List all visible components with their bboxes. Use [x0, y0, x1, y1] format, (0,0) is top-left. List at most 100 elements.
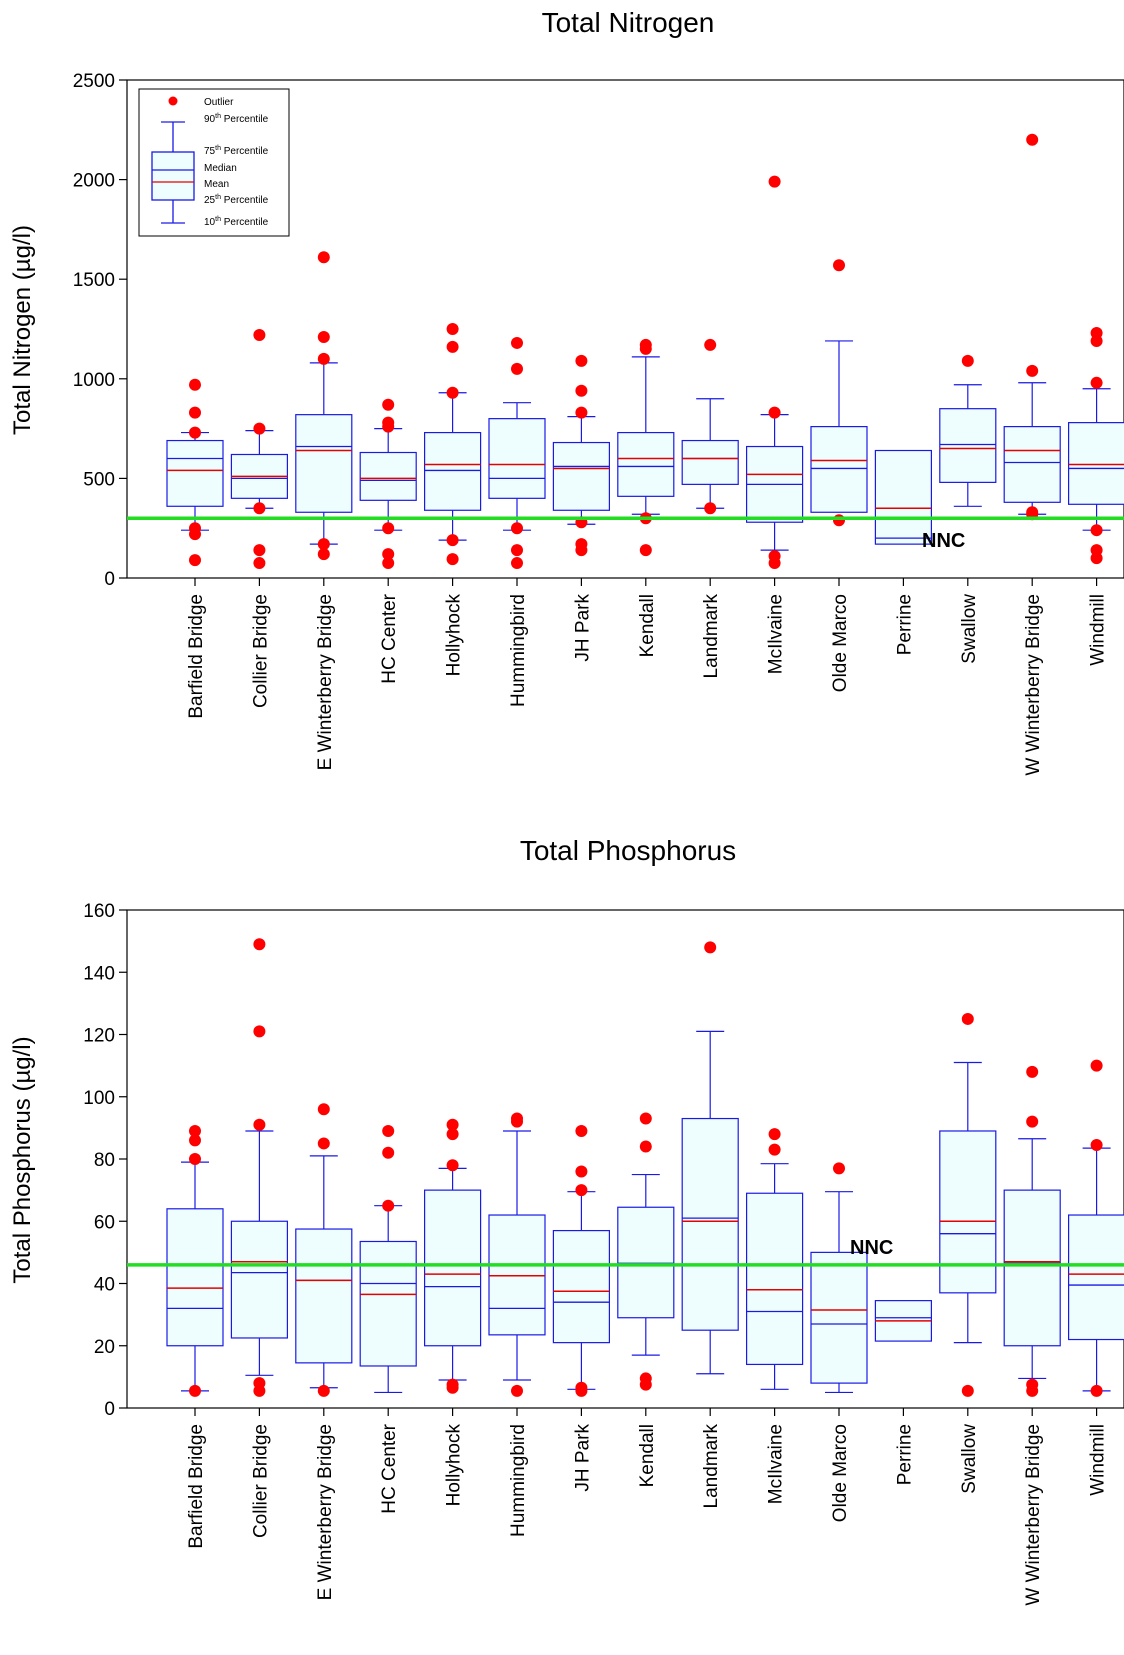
- outlier-point: [446, 323, 459, 335]
- outlier-point: [253, 544, 266, 557]
- y-tick-label: 40: [94, 1275, 115, 1296]
- box-9: [681, 338, 739, 515]
- outlier-point: [253, 422, 266, 435]
- y-axis-label: Total Nitrogen (µg/l): [9, 225, 36, 435]
- iqr-box: [166, 439, 224, 507]
- outlier-point: [446, 1128, 459, 1141]
- outlier-point: [511, 557, 523, 570]
- legend-outlier-label: Outlier: [204, 97, 234, 108]
- box-9: [681, 941, 739, 1375]
- x-tick-label: Landmark: [701, 1424, 722, 1509]
- x-tick-label: Perrine: [894, 594, 915, 655]
- iqr-box: [1067, 422, 1124, 505]
- outlier-point: [317, 251, 330, 264]
- total-nitrogen-chart: Total Nitrogen Total Nitrogen (µg/l) 0 50…: [9, 7, 1124, 776]
- y-tick-label: 60: [94, 1212, 115, 1233]
- outlier-point: [382, 1146, 395, 1159]
- outlier-point: [1026, 1065, 1039, 1078]
- outlier-point: [1090, 1138, 1103, 1151]
- x-tick-label: E Winterberry Bridge: [315, 1424, 336, 1600]
- legend-outlier-symbol: [168, 96, 178, 106]
- x-tick-label: McIlvaine: [766, 1424, 787, 1504]
- outlier-point: [1090, 1384, 1103, 1397]
- outlier-point: [704, 941, 717, 954]
- outlier-point: [1090, 376, 1103, 389]
- outlier-point: [317, 538, 330, 551]
- iqr-box: [681, 1117, 739, 1331]
- outlier-point: [253, 1118, 266, 1131]
- outlier-point: [253, 1384, 266, 1397]
- outlier-point: [317, 1384, 330, 1397]
- outlier-point: [1026, 1384, 1039, 1397]
- outlier-point: [961, 1012, 974, 1025]
- iqr-box: [295, 414, 353, 513]
- total-phosphorus-chart: Total Phosphorus Total Phosphorus (µg/l)…: [9, 835, 1124, 1606]
- outlier-point: [446, 553, 459, 566]
- x-tick-label: Windmill: [1088, 594, 1109, 666]
- outlier-point: [575, 1184, 588, 1197]
- iqr-box: [617, 431, 675, 497]
- outlier-point: [575, 406, 588, 419]
- box-10: [745, 1128, 804, 1390]
- y-tick-label: 1500: [73, 270, 115, 291]
- x-axis-labels: Barfield Bridge Collier Bridge E Winterber…: [186, 1408, 1109, 1606]
- outlier-point: [1090, 524, 1103, 537]
- box-6: [488, 336, 546, 570]
- iqr-box: [424, 1189, 482, 1347]
- plot-area: [126, 79, 1124, 579]
- box-2: [230, 328, 288, 570]
- legend-p90-label: 90th Percentile: [204, 113, 269, 125]
- iqr-box: [552, 1229, 611, 1344]
- box-13: [939, 354, 997, 507]
- y-axis-ticks: 0 500 1000 1500 2000 2500: [73, 71, 127, 590]
- outlier-point: [833, 259, 845, 272]
- outlier-point: [961, 354, 974, 367]
- x-tick-label: Kendall: [637, 1424, 658, 1487]
- outlier-point: [382, 1124, 395, 1137]
- outlier-point: [382, 398, 395, 411]
- outlier-point: [1026, 133, 1039, 146]
- x-tick-label: Hollyhock: [444, 1424, 465, 1507]
- iqr-box: [1003, 426, 1061, 503]
- outlier-point: [511, 522, 523, 535]
- x-tick-label: JH Park: [572, 594, 593, 662]
- outlier-point: [1090, 334, 1103, 347]
- outlier-point: [382, 557, 395, 570]
- box-12: [874, 449, 933, 545]
- x-tick-label: W Winterberry Bridge: [1023, 1424, 1044, 1606]
- outlier-point: [317, 548, 330, 561]
- outlier-point: [704, 502, 717, 515]
- outlier-point: [189, 1124, 201, 1137]
- x-axis-labels: Barfield Bridge Collier Bridge E Winterber…: [186, 578, 1109, 776]
- plot-area: [126, 909, 1124, 1409]
- outlier-point: [253, 938, 266, 951]
- outlier-point: [446, 1118, 459, 1131]
- iqr-box: [810, 426, 868, 513]
- outlier-point: [833, 1162, 845, 1175]
- outlier-point: [253, 328, 266, 341]
- box-13: [939, 1012, 997, 1397]
- x-tick-label: Swallow: [959, 594, 980, 664]
- iqr-box: [230, 1220, 288, 1339]
- outlier-point: [833, 514, 845, 527]
- y-tick-label: 160: [83, 901, 115, 922]
- iqr-box: [810, 1251, 868, 1384]
- x-tick-label: HC Center: [379, 1423, 400, 1513]
- plot-frame: [126, 909, 1124, 1409]
- legend-box: [151, 151, 195, 201]
- x-tick-label: McIlvaine: [766, 594, 787, 674]
- outlier-point: [317, 1103, 330, 1116]
- box-11: [810, 1162, 868, 1394]
- nnc-label: NNC: [850, 1237, 893, 1259]
- outlier-point: [1026, 364, 1039, 377]
- outlier-point: [768, 1143, 781, 1156]
- legend-p10-label: 10th Percentile: [204, 216, 269, 228]
- outlier-point: [253, 1025, 266, 1038]
- outlier-point: [1090, 1059, 1103, 1072]
- outlier-point: [639, 544, 652, 557]
- box-7: [552, 354, 611, 557]
- y-tick-label: 2500: [73, 71, 115, 92]
- iqr-box: [166, 1208, 224, 1347]
- nnc-label: NNC: [922, 530, 965, 552]
